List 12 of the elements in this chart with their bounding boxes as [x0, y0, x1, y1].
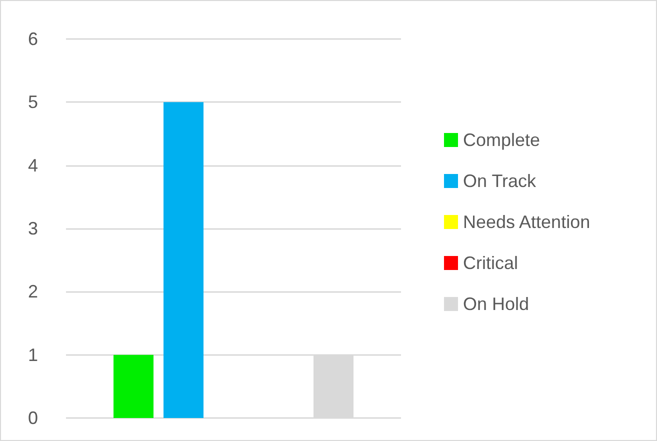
- y-tick-label: 3: [28, 218, 38, 238]
- legend-label: On Track: [463, 171, 538, 191]
- y-tick-label: 2: [28, 282, 38, 302]
- legend-label: Complete: [463, 130, 540, 150]
- legend-label: Critical: [463, 253, 518, 273]
- legend-label: Needs Attention: [463, 212, 590, 232]
- y-tick-label: 1: [28, 344, 38, 365]
- legend-label: On Hold: [463, 294, 530, 314]
- y-tick-label: 4: [28, 155, 38, 176]
- y-tick-label: 5: [28, 92, 38, 112]
- y-tick-label: 0: [28, 408, 38, 428]
- y-tick-label: 6: [28, 29, 38, 49]
